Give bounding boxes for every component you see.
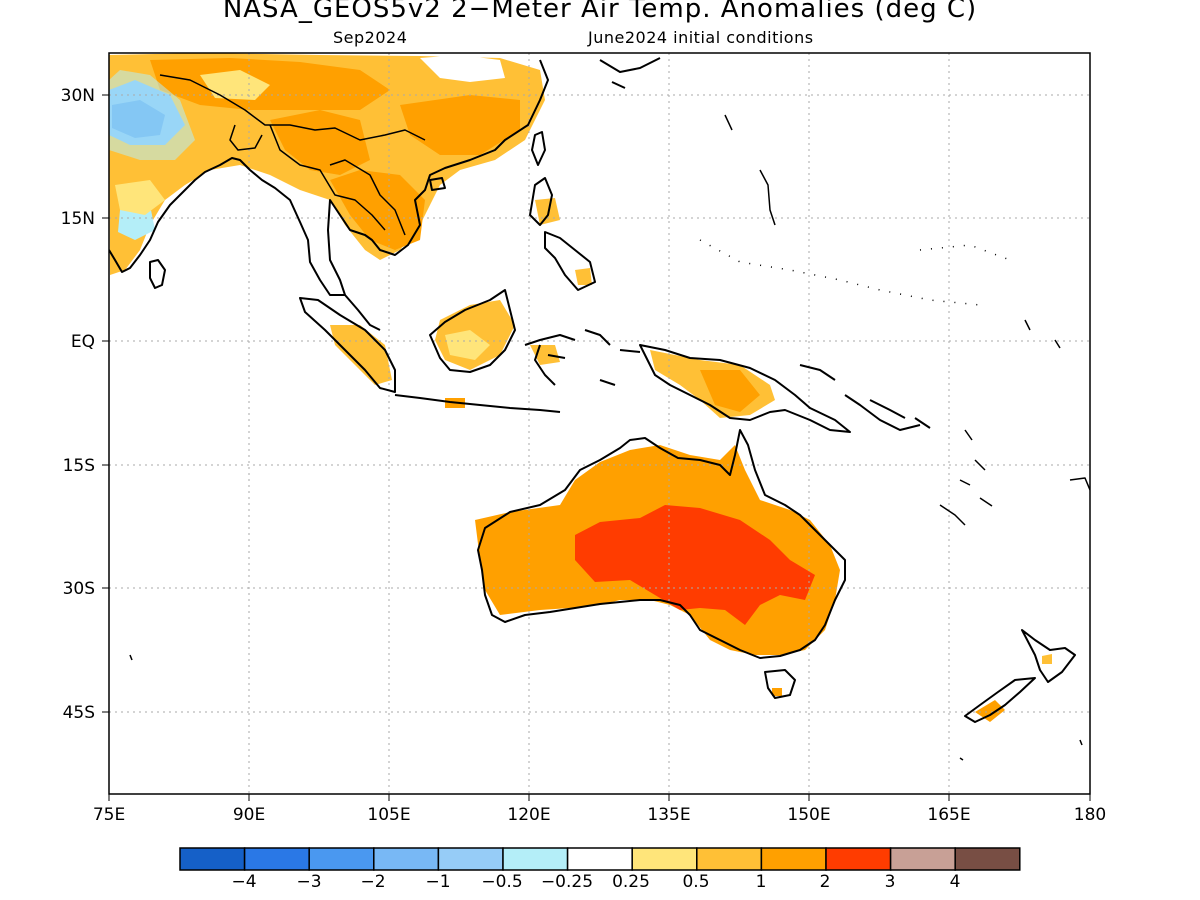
anomaly-new-guinea-strong — [700, 370, 760, 412]
lon-tick-label: 90E — [233, 805, 265, 825]
anomaly-sumatra — [330, 325, 392, 385]
coast-new-guinea — [639, 344, 851, 433]
initial-conditions: June2024 initial conditions — [588, 28, 814, 47]
colorbar-label: −1 — [425, 872, 450, 892]
lat-tick-label: 15S — [63, 456, 95, 476]
forecast-month: Sep2024 — [333, 28, 408, 47]
colorbar-box — [825, 847, 892, 871]
colorbar-box — [373, 847, 440, 871]
colorbar-box — [308, 847, 375, 871]
coast-tasmania — [764, 669, 796, 699]
coast-japan — [599, 57, 661, 89]
anomaly-nz-north — [1042, 654, 1052, 664]
colorbar-label: −0.25 — [541, 872, 593, 892]
colorbar-label: −4 — [231, 872, 256, 892]
colorbar-box — [696, 847, 763, 871]
lon-tick-label: 150E — [787, 805, 830, 825]
coast-hainan — [429, 177, 446, 191]
coast-sri-lanka — [149, 259, 166, 289]
anomaly-fills — [109, 53, 1052, 722]
coast-australia — [477, 429, 846, 659]
colorbar-label: 3 — [885, 872, 896, 892]
colorbar-label: 0.25 — [612, 872, 650, 892]
map-area — [109, 53, 1090, 794]
colorbar-label: 1 — [756, 872, 767, 892]
lat-tick-label: EQ — [71, 332, 95, 352]
anomaly-borneo-yellow — [445, 330, 490, 360]
coast-malay — [344, 294, 381, 331]
coast-philippines — [529, 177, 596, 291]
coast-pacific-islands — [129, 114, 1090, 761]
colorbar-label: 0.5 — [682, 872, 709, 892]
colorbar-box — [437, 847, 504, 871]
colorbar-box — [179, 847, 246, 871]
axis-ticks — [102, 94, 1091, 801]
anomaly-se-asia-strong — [330, 170, 425, 250]
anomaly-sulawesi — [530, 345, 560, 365]
anomaly-asia-strong — [150, 58, 390, 110]
anomaly-neutral-north — [420, 55, 505, 82]
coast-borneo — [429, 289, 516, 373]
anomaly-yellow-india — [115, 180, 165, 215]
colorbar-labels: −4 −3 −2 −1 −0.5 −0.25 0.25 0.5 1 2 3 4 — [231, 872, 960, 892]
grid-lines — [109, 53, 1090, 794]
coast-sulawesi — [524, 334, 576, 386]
map-frame — [108, 52, 1091, 795]
colorbar-box — [243, 847, 310, 871]
border-asia-3 — [329, 159, 406, 236]
lat-tick-label: 15N — [61, 209, 95, 229]
lat-labels: 30N 15N EQ 15S 30S 45S — [61, 86, 95, 723]
anomaly-yellow-tibet — [200, 70, 270, 100]
anomaly-cool-ring — [109, 70, 195, 160]
coast-moluccas — [584, 329, 641, 386]
colorbar-label: −2 — [360, 872, 385, 892]
coast-sumatra — [299, 297, 396, 393]
colorbar-box — [566, 847, 633, 871]
coast-taiwan — [531, 131, 546, 166]
coast-nz-south — [964, 677, 1036, 723]
colorbar-label: −0.5 — [481, 872, 522, 892]
colorbar-box — [502, 847, 569, 871]
border-asia-4 — [229, 124, 263, 151]
colorbar-box — [889, 847, 956, 871]
coast-solomons — [869, 399, 931, 429]
lon-tick-label: 120E — [507, 805, 550, 825]
colorbar-label: 4 — [950, 872, 961, 892]
anomaly-philippines — [535, 198, 560, 225]
lon-tick-label: 180 — [1074, 805, 1106, 825]
lat-tick-label: 30S — [63, 579, 95, 599]
lat-tick-label: 30N — [61, 86, 95, 106]
lat-tick-label: 45S — [63, 703, 95, 723]
anomaly-tasmania — [772, 688, 782, 696]
colorbar — [179, 847, 1021, 871]
coastlines — [109, 57, 1090, 761]
colorbar-box — [631, 847, 698, 871]
map-title: NASA_GEOS5v2 2−Meter Air Temp. Anomalies… — [222, 0, 978, 24]
anomaly-new-zealand — [975, 700, 1005, 722]
lon-tick-label: 75E — [93, 805, 125, 825]
coast-png-islands — [799, 364, 921, 431]
colorbar-box — [954, 847, 1021, 871]
lon-tick-label: 105E — [367, 805, 410, 825]
lon-tick-label: 135E — [647, 805, 690, 825]
anomaly-australia-core — [575, 505, 815, 625]
colorbar-label: 2 — [820, 872, 831, 892]
anomaly-philippines-s — [575, 268, 592, 285]
coast-nz-north — [1021, 629, 1076, 683]
colorbar-box — [760, 847, 827, 871]
border-asia-1 — [159, 74, 426, 141]
coast-pacific-dots — [699, 239, 1011, 306]
lon-labels: 75E 90E 105E 120E 135E 150E 165E 180 — [93, 805, 1106, 825]
lon-tick-label: 165E — [927, 805, 970, 825]
anomaly-china-strong — [400, 95, 520, 155]
coast-java — [394, 394, 561, 413]
colorbar-label: −3 — [296, 872, 321, 892]
border-asia-2 — [269, 124, 386, 231]
